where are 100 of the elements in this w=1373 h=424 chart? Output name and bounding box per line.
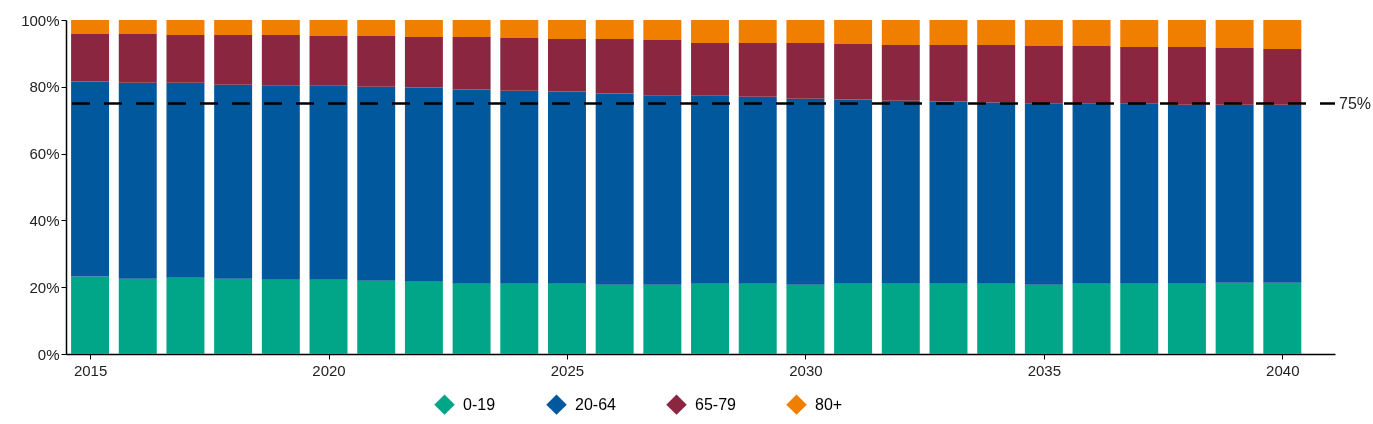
bar — [786, 284, 825, 354]
bar — [309, 85, 348, 280]
bar — [214, 84, 253, 279]
legend-label: 20-64 — [575, 395, 617, 413]
bar — [452, 20, 491, 38]
bar — [404, 20, 443, 38]
bar — [1167, 283, 1206, 354]
y-tick-label: 80% — [29, 78, 60, 96]
bar — [643, 40, 682, 96]
bar — [929, 45, 968, 102]
bar — [881, 45, 920, 101]
bar — [118, 82, 157, 279]
bar — [309, 279, 348, 354]
bar — [166, 20, 205, 36]
bar — [881, 100, 920, 284]
bar — [547, 20, 586, 40]
bar — [977, 102, 1016, 284]
bar — [1120, 103, 1159, 284]
y-tick-label: 40% — [29, 211, 60, 229]
bar — [834, 99, 873, 284]
bar — [1024, 103, 1063, 285]
bar — [500, 283, 539, 354]
bar — [1072, 283, 1111, 354]
bar — [309, 20, 348, 37]
bar — [357, 280, 396, 354]
ref-line-label: 75% — [1339, 94, 1372, 112]
bar — [1215, 104, 1254, 283]
bar — [929, 20, 968, 46]
bar — [595, 93, 634, 285]
bar — [404, 281, 443, 354]
bar — [691, 95, 730, 284]
bar — [1072, 20, 1111, 47]
bar — [643, 95, 682, 285]
bar — [834, 283, 873, 354]
bar — [977, 45, 1016, 103]
bar — [881, 20, 920, 46]
bar — [404, 87, 443, 282]
bar — [214, 278, 253, 354]
bar — [977, 283, 1016, 354]
bar — [1215, 20, 1254, 49]
legend-label: 0-19 — [463, 395, 496, 413]
legend-label: 80+ — [815, 395, 843, 413]
bar — [786, 43, 825, 99]
bar — [1167, 104, 1206, 284]
bar — [834, 44, 873, 100]
bar — [1072, 103, 1111, 284]
bar — [595, 20, 634, 40]
bar — [977, 20, 1016, 46]
bar — [500, 20, 539, 39]
bar — [643, 20, 682, 41]
bar — [1167, 20, 1206, 48]
bar — [214, 35, 253, 85]
bar — [118, 34, 157, 83]
legend-label: 65-79 — [695, 395, 737, 413]
bar — [1167, 47, 1206, 105]
bar — [71, 81, 110, 277]
bar — [929, 101, 968, 284]
bar — [357, 36, 396, 87]
bar — [166, 82, 205, 278]
bar — [1263, 20, 1302, 50]
bar — [1215, 282, 1254, 354]
x-tick-label: 2025 — [550, 361, 585, 379]
bar — [1263, 282, 1302, 354]
bar — [1120, 47, 1159, 104]
bar — [595, 39, 634, 94]
bar — [786, 20, 825, 44]
x-tick-label: 2020 — [312, 361, 346, 379]
bar — [500, 90, 539, 284]
bar — [452, 89, 491, 284]
bar — [1024, 46, 1063, 104]
bar — [547, 283, 586, 354]
bar — [1072, 46, 1111, 104]
bar — [834, 20, 873, 45]
bar — [786, 98, 825, 285]
x-tick-label: 2030 — [789, 361, 823, 379]
bar — [214, 20, 253, 36]
bar — [261, 85, 300, 280]
bar — [643, 284, 682, 354]
bar — [1215, 48, 1254, 105]
x-tick-label: 2015 — [73, 361, 108, 379]
bar — [261, 35, 300, 86]
bar — [118, 278, 157, 354]
bar — [547, 39, 586, 92]
bar — [357, 20, 396, 37]
y-tick-label: 0% — [37, 345, 60, 363]
bar — [691, 283, 730, 354]
bar — [500, 38, 539, 91]
bar — [547, 91, 586, 284]
bar — [71, 276, 110, 354]
bar — [1120, 283, 1159, 354]
bar — [261, 20, 300, 36]
bar — [1024, 20, 1063, 47]
y-tick-label: 60% — [29, 145, 60, 163]
bar — [404, 37, 443, 88]
bar — [1263, 49, 1302, 105]
bar — [738, 20, 777, 44]
bar — [1263, 104, 1302, 283]
bar — [166, 35, 205, 83]
bar — [691, 43, 730, 96]
bar — [118, 20, 157, 35]
